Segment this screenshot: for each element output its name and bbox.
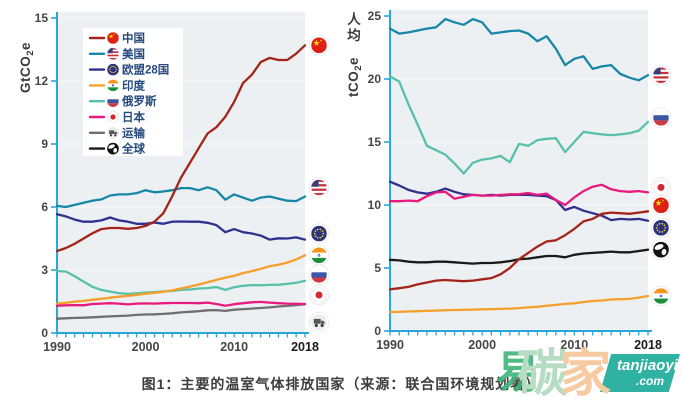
y-tick-label: 5: [374, 261, 381, 275]
series-line-usa: [388, 17, 650, 82]
y-tick-label: 3: [41, 263, 48, 277]
y-tick-label: 15: [35, 11, 49, 25]
india-flag: [650, 285, 672, 307]
y-tick-label: 0: [41, 326, 48, 340]
japan-flag: [650, 177, 672, 198]
usa-flag: [308, 177, 330, 198]
series-line-china: [55, 44, 307, 253]
japan-flag: [107, 111, 119, 123]
y-axis-title: tCO2e: [346, 57, 364, 97]
figure-caption: 图1：主要的温室气体排放国家（来源：联合国环境规划署）: [141, 376, 541, 392]
legend-label-russia: 俄罗斯: [121, 94, 157, 108]
plot-area: [390, 10, 648, 331]
truck-icon: [308, 312, 330, 333]
series-line-eu28: [55, 213, 307, 241]
x-tick-label: 1990: [43, 340, 71, 354]
russia-flag: [308, 264, 330, 285]
series-line-transport: [55, 303, 307, 320]
legend-box: [83, 28, 183, 156]
series-line-india: [388, 294, 650, 314]
series-line-usa: [55, 186, 307, 209]
eu-flag: [308, 223, 330, 244]
series-line-russia: [388, 75, 650, 175]
y-axis-title: GtCO2e: [18, 42, 36, 93]
russia-flag: [650, 107, 672, 128]
russia-flag: [107, 95, 119, 107]
chart-per-capita-emissions: 0 5 10 15 20 25 1990 2000 2010 2018 人均 tCO2e: [346, 9, 672, 352]
x-tick-label: 2010: [220, 340, 248, 354]
y-tick-label: 6: [41, 200, 48, 214]
india-flag: [107, 79, 119, 92]
usa-flag: [650, 65, 672, 86]
x-tick-label: 2000: [132, 340, 160, 354]
x-tick-label: 2000: [468, 338, 496, 352]
legend-label-eu28: 欧盟28国: [122, 63, 169, 77]
series-line-china: [388, 210, 650, 291]
legend-label-transport: 运输: [122, 126, 145, 140]
watermark-site-name: tanjiaoyi: [617, 357, 678, 374]
y-tick-label: 20: [368, 72, 382, 86]
china-flag: [107, 32, 119, 44]
x-tick-label: 2018: [291, 340, 319, 354]
legend-label-global: 全球: [121, 142, 145, 156]
y-tick-label: 25: [368, 9, 382, 23]
y-tick-label: 15: [368, 135, 382, 149]
series-line-japan: [388, 183, 650, 207]
x-tick-label: 2018: [634, 338, 662, 352]
x-tick-label: 2010: [560, 338, 588, 352]
y-tick-label: 9: [41, 137, 48, 151]
china-flag: [308, 35, 330, 56]
eu-flag: [107, 63, 119, 76]
eu-flag: [650, 217, 672, 238]
usa-flag: [107, 48, 119, 60]
legend-label-japan: 日本: [122, 110, 145, 124]
series-line-russia: [55, 269, 307, 296]
truck-icon: [107, 127, 119, 139]
series-line-india: [55, 254, 307, 305]
legend-label-china: 中国: [122, 31, 145, 45]
y-axis-title-upright: 均: [347, 27, 361, 43]
chart-total-emissions: 0 3 6 9 12 15 1990 2000 2010 2018 中国美国欧盟28国印度俄罗斯日本…: [18, 11, 330, 354]
legend-label-usa: 美国: [122, 47, 145, 61]
y-tick-label: 12: [35, 74, 49, 88]
china-flag: [650, 195, 672, 216]
charts-row: 0 3 6 9 12 15 1990 2000 2010 2018 中国 美国 欧盟28国 印度 俄罗斯 日本…: [18, 9, 672, 354]
x-tick-label: 1990: [376, 338, 404, 352]
globe-icon: [107, 142, 119, 155]
globe-icon: [650, 239, 672, 260]
series-line-japan: [55, 300, 307, 307]
y-tick-label: 0: [374, 324, 381, 338]
y-axis-title-upright: 人: [347, 12, 361, 27]
india-flag: [308, 245, 330, 266]
legend-label-india: 印度: [122, 78, 145, 92]
japan-flag: [308, 284, 330, 306]
y-tick-label: 10: [368, 198, 382, 212]
